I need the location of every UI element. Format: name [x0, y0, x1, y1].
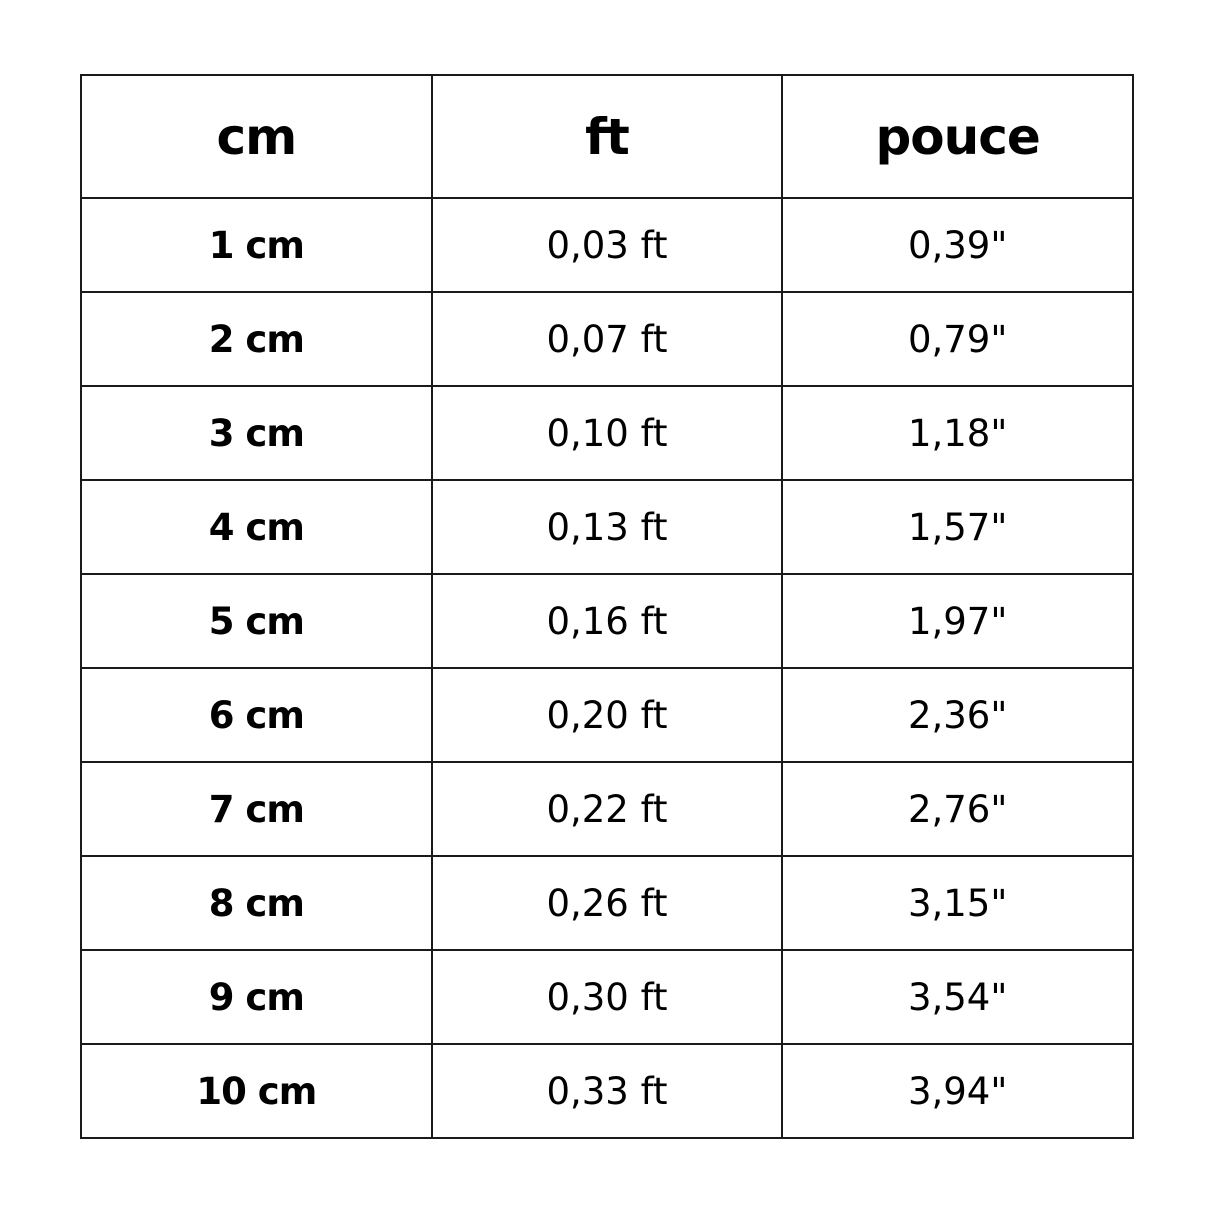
- cell-pouce: 2,76": [781, 761, 1134, 857]
- cell-ft: 0,33 ft: [430, 1043, 784, 1139]
- cell-cm: 3 cm: [80, 385, 433, 481]
- cell-cm: 10 cm: [80, 1043, 433, 1139]
- table-row: 7 cm 0,22 ft 2,76": [80, 761, 1134, 857]
- cell-ft: 0,10 ft: [430, 385, 784, 481]
- cell-cm: 9 cm: [80, 949, 433, 1045]
- table-body: 1 cm 0,03 ft 0,39" 2 cm 0,07 ft 0,79" 3 cm 0,10…: [80, 197, 1134, 1139]
- cell-ft: 0,16 ft: [430, 573, 784, 669]
- cell-cm: 6 cm: [80, 667, 433, 763]
- cell-cm: 1 cm: [80, 197, 433, 293]
- cell-pouce: 1,18": [781, 385, 1134, 481]
- cell-cm: 7 cm: [80, 761, 433, 857]
- cell-cm: 4 cm: [80, 479, 433, 575]
- cell-ft: 0,03 ft: [430, 197, 784, 293]
- cell-ft: 0,30 ft: [430, 949, 784, 1045]
- cell-pouce: 0,39": [781, 197, 1134, 293]
- cell-cm: 8 cm: [80, 855, 433, 951]
- cell-ft: 0,07 ft: [430, 291, 784, 387]
- header-cm: cm: [80, 74, 433, 199]
- cell-pouce: 1,97": [781, 573, 1134, 669]
- cell-ft: 0,20 ft: [430, 667, 784, 763]
- table-row: 3 cm 0,10 ft 1,18": [80, 385, 1134, 481]
- table-row: 2 cm 0,07 ft 0,79": [80, 291, 1134, 387]
- cell-ft: 0,26 ft: [430, 855, 784, 951]
- table-row: 6 cm 0,20 ft 2,36": [80, 667, 1134, 763]
- cell-cm: 2 cm: [80, 291, 433, 387]
- cell-pouce: 3,94": [781, 1043, 1134, 1139]
- cell-pouce: 0,79": [781, 291, 1134, 387]
- cell-cm: 5 cm: [80, 573, 433, 669]
- conversion-table: cm ft pouce 1 cm 0,03 ft 0,39" 2 cm 0,07 ft 0…: [80, 74, 1134, 1139]
- table-row: 8 cm 0,26 ft 3,15": [80, 855, 1134, 951]
- table-row: 5 cm 0,16 ft 1,97": [80, 573, 1134, 669]
- cell-ft: 0,22 ft: [430, 761, 784, 857]
- header-row: cm ft pouce: [80, 74, 1134, 199]
- header-ft: ft: [430, 74, 784, 199]
- table-row: 10 cm 0,33 ft 3,94": [80, 1043, 1134, 1139]
- cell-pouce: 3,15": [781, 855, 1134, 951]
- header-pouce: pouce: [781, 74, 1134, 199]
- table-row: 4 cm 0,13 ft 1,57": [80, 479, 1134, 575]
- cell-pouce: 3,54": [781, 949, 1134, 1045]
- cell-pouce: 2,36": [781, 667, 1134, 763]
- cell-ft: 0,13 ft: [430, 479, 784, 575]
- table-row: 9 cm 0,30 ft 3,54": [80, 949, 1134, 1045]
- table-row: 1 cm 0,03 ft 0,39": [80, 197, 1134, 293]
- cell-pouce: 1,57": [781, 479, 1134, 575]
